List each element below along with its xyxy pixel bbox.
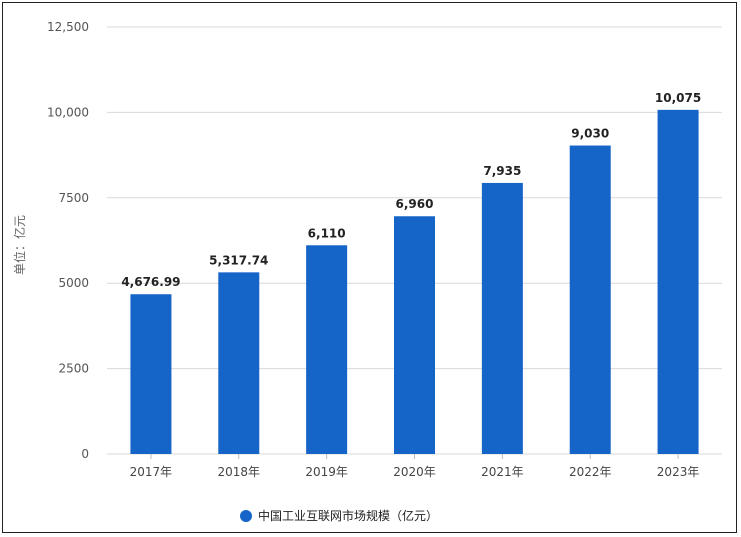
y-tick-label: 12,500 — [47, 20, 89, 34]
y-tick-label: 5000 — [58, 276, 89, 290]
data-label: 7,935 — [483, 164, 521, 178]
legend-label: 中国工业互联网市场规模（亿元） — [258, 508, 438, 523]
bar[interactable] — [218, 272, 260, 454]
bar[interactable] — [569, 145, 611, 454]
y-tick-label: 0 — [81, 447, 89, 461]
y-tick-label: 2500 — [58, 362, 89, 376]
x-tick-label: 2018年 — [218, 465, 261, 479]
bar[interactable] — [394, 216, 435, 454]
bar[interactable] — [306, 245, 348, 454]
y-tick-label: 7500 — [58, 191, 89, 205]
bar[interactable] — [481, 182, 523, 454]
x-tick-label: 2020年 — [393, 465, 436, 479]
legend-marker — [240, 510, 252, 522]
data-label: 6,960 — [396, 197, 434, 211]
x-tick-label: 2021年 — [481, 465, 524, 479]
data-label: 9,030 — [571, 127, 609, 141]
y-tick-label: 10,000 — [47, 105, 89, 119]
data-label: 4,676.99 — [121, 275, 180, 289]
data-label: 5,317.74 — [209, 253, 268, 267]
bars — [130, 109, 699, 454]
legend[interactable]: 中国工业互联网市场规模（亿元） — [240, 508, 438, 523]
x-tick-label: 2019年 — [305, 465, 348, 479]
y-axis-title: 单位：亿元 — [12, 215, 27, 275]
x-tick-label: 2023年 — [657, 465, 700, 479]
x-tick-label: 2022年 — [569, 465, 612, 479]
y-axis: 0 2500 5000 7500 10,000 12,500 — [47, 20, 89, 461]
bar[interactable] — [657, 109, 699, 454]
bar[interactable] — [130, 294, 172, 454]
grid-lines — [107, 26, 722, 455]
x-axis: 2017年 2018年 2019年 2020年 2021年 2022年 2023年 — [130, 454, 700, 479]
data-label: 6,110 — [308, 226, 346, 240]
x-tick-label: 2017年 — [130, 465, 173, 479]
data-labels: 4,676.99 5,317.74 6,110 6,960 7,935 9,030 10,0… — [121, 91, 701, 289]
data-label: 10,075 — [655, 91, 701, 105]
